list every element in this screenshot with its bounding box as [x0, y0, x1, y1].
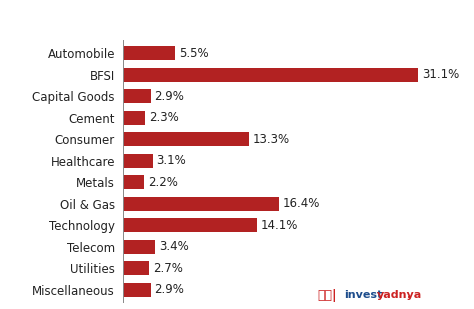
Bar [123, 240, 155, 254]
Bar [123, 175, 144, 189]
Text: Sector-wise Weightage in Nifty 50: Sector-wise Weightage in Nifty 50 [91, 13, 383, 28]
Text: 2.2%: 2.2% [148, 176, 178, 189]
Bar [123, 89, 151, 103]
Text: 2.9%: 2.9% [155, 90, 184, 103]
Text: 31.1%: 31.1% [422, 68, 459, 81]
Bar [123, 154, 153, 168]
Text: 2.3%: 2.3% [149, 111, 179, 124]
Text: yadnya: yadnya [377, 290, 422, 300]
Bar [123, 68, 418, 82]
Bar [123, 197, 279, 211]
Text: 5.5%: 5.5% [179, 47, 209, 60]
Text: .: . [407, 290, 411, 300]
Text: 3.1%: 3.1% [156, 154, 186, 167]
Text: invest: invest [344, 290, 382, 300]
Bar [123, 132, 249, 146]
Bar [123, 283, 151, 297]
Text: 2.7%: 2.7% [153, 262, 182, 275]
Bar [123, 261, 149, 275]
Text: 3.4%: 3.4% [159, 240, 189, 253]
Bar [123, 111, 145, 125]
Text: 2.9%: 2.9% [155, 283, 184, 296]
Text: 13.3%: 13.3% [253, 133, 290, 146]
Text: 16.4%: 16.4% [283, 197, 320, 210]
Text: य़|: य़| [318, 289, 337, 302]
Bar [123, 218, 257, 232]
Bar [123, 46, 175, 60]
Text: 14.1%: 14.1% [261, 219, 298, 232]
